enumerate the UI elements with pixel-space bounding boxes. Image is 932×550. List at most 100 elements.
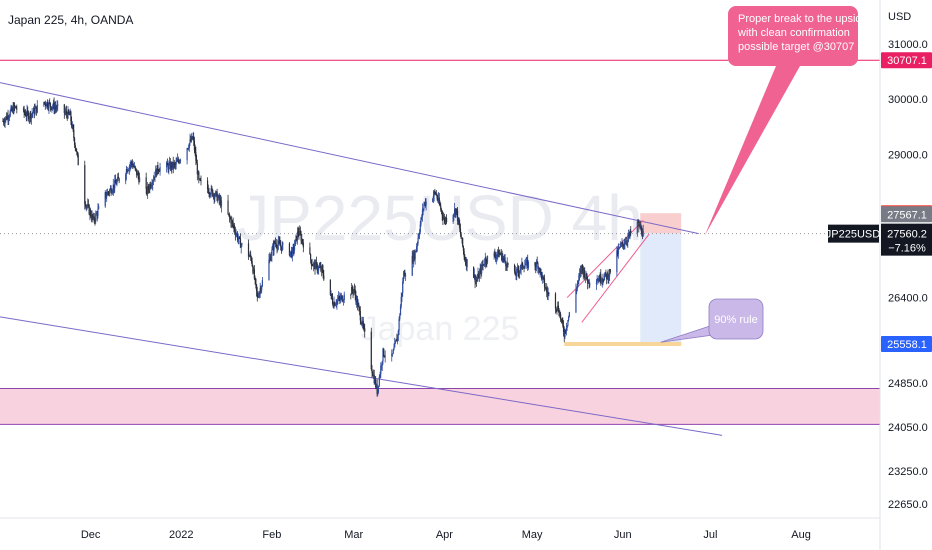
candle bbox=[65, 105, 68, 119]
candle bbox=[583, 267, 585, 278]
candle bbox=[235, 229, 237, 238]
candle-body bbox=[214, 195, 216, 199]
candle-body bbox=[312, 265, 314, 267]
candle-body bbox=[557, 305, 559, 310]
support-zone[interactable] bbox=[0, 388, 880, 425]
candle-body bbox=[475, 279, 477, 283]
candle bbox=[474, 274, 476, 289]
candle bbox=[92, 213, 94, 223]
candle bbox=[129, 161, 131, 172]
candle bbox=[50, 105, 52, 111]
candle-body bbox=[403, 272, 405, 277]
callout-upside-pointer[interactable] bbox=[704, 66, 800, 236]
candle-body bbox=[52, 102, 54, 107]
candle bbox=[473, 266, 475, 279]
candle-body bbox=[424, 202, 426, 206]
candle bbox=[296, 227, 299, 245]
candle-body bbox=[603, 275, 606, 281]
candle bbox=[153, 171, 155, 181]
candle-body bbox=[359, 311, 361, 321]
candle-body bbox=[268, 259, 270, 281]
candle-body bbox=[377, 387, 379, 395]
candle bbox=[585, 271, 587, 280]
candle bbox=[605, 269, 607, 277]
candle-body bbox=[555, 308, 557, 310]
candle bbox=[269, 253, 272, 262]
candle bbox=[464, 253, 466, 263]
candle bbox=[640, 223, 642, 232]
candle-body bbox=[598, 279, 600, 281]
candle bbox=[376, 379, 378, 397]
candle-body bbox=[585, 273, 587, 278]
candle-body bbox=[414, 252, 416, 260]
candle-body bbox=[608, 276, 610, 280]
candle-body bbox=[454, 208, 456, 214]
wedge-lower-line[interactable] bbox=[581, 233, 650, 323]
candle-body bbox=[8, 117, 10, 120]
candle bbox=[502, 255, 505, 263]
candle-body bbox=[298, 232, 300, 236]
price-axis-panel[interactable] bbox=[880, 0, 932, 550]
candle-body bbox=[438, 197, 440, 204]
callout-rule-box[interactable] bbox=[708, 298, 764, 340]
candle bbox=[423, 201, 425, 212]
series-label: JP225USD bbox=[826, 229, 880, 241]
candle-body bbox=[172, 161, 174, 168]
callout-upside-box[interactable] bbox=[728, 6, 858, 66]
candle bbox=[559, 311, 562, 322]
candle bbox=[392, 348, 394, 355]
candle-body bbox=[12, 107, 14, 113]
candle bbox=[619, 241, 622, 248]
candle bbox=[125, 172, 127, 185]
candle bbox=[35, 106, 38, 116]
candle-body bbox=[288, 243, 291, 256]
candle-body bbox=[332, 303, 334, 308]
candle-body bbox=[454, 208, 456, 215]
candle bbox=[6, 112, 8, 121]
candle bbox=[498, 249, 500, 258]
candle-body bbox=[505, 265, 508, 268]
candle-body bbox=[605, 272, 607, 275]
candle-body bbox=[249, 254, 251, 257]
candle-body bbox=[628, 233, 630, 236]
candle bbox=[520, 263, 522, 275]
candle bbox=[435, 190, 437, 196]
candle bbox=[195, 146, 197, 166]
candle bbox=[524, 259, 526, 269]
candle-body bbox=[484, 257, 486, 264]
candle bbox=[171, 161, 174, 171]
time-tick-label: Apr bbox=[436, 529, 453, 541]
candle bbox=[576, 280, 579, 292]
candle-body bbox=[174, 163, 177, 165]
candle-body bbox=[94, 220, 96, 222]
channel-lower-line[interactable] bbox=[0, 316, 723, 436]
candle bbox=[231, 219, 234, 228]
candle bbox=[288, 242, 291, 257]
time-tick-label: Mar bbox=[344, 529, 363, 541]
candle-body bbox=[27, 110, 29, 113]
candle bbox=[397, 334, 399, 345]
candle-body bbox=[196, 163, 198, 175]
stop-loss-zone[interactable] bbox=[640, 213, 682, 234]
candle bbox=[34, 103, 36, 116]
last-price-tag: 27560.2 bbox=[887, 229, 927, 241]
candle-body bbox=[373, 374, 375, 384]
candle-body bbox=[274, 241, 276, 243]
candle bbox=[375, 376, 377, 390]
candle-body bbox=[280, 246, 282, 251]
candle bbox=[94, 217, 96, 226]
candle-body bbox=[259, 288, 261, 293]
candle bbox=[523, 265, 525, 273]
candle bbox=[106, 189, 108, 202]
candle bbox=[418, 229, 421, 240]
candle-body bbox=[584, 277, 587, 279]
candle bbox=[494, 251, 497, 262]
candle-body bbox=[278, 240, 280, 243]
candle-body bbox=[357, 304, 359, 307]
candle-body bbox=[621, 242, 623, 245]
profit-target-zone[interactable] bbox=[640, 233, 682, 344]
candle bbox=[111, 188, 114, 195]
candle-body bbox=[437, 197, 440, 201]
channel-upper-line[interactable] bbox=[0, 82, 699, 235]
